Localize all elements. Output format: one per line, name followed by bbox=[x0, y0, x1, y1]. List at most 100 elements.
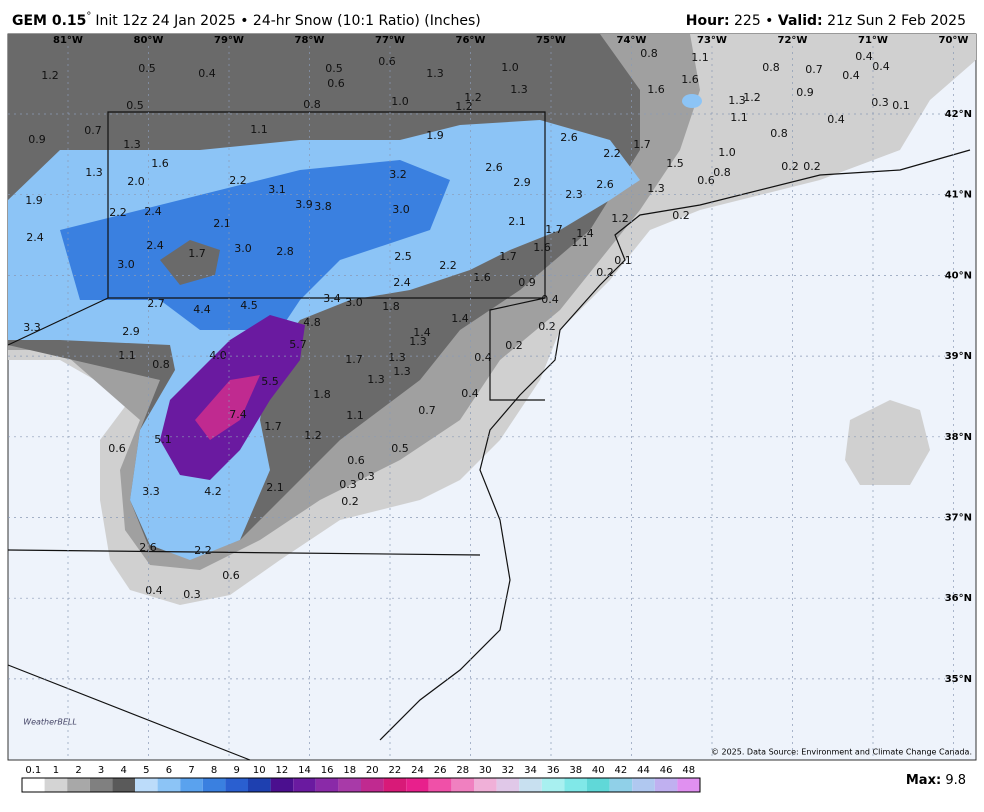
snow-amount: 3.9 bbox=[295, 198, 313, 211]
graticule: 81°W 80°W 79°W 78°W 77°W 76°W 75°W 74°W 73°W 72°W… bbox=[8, 35, 972, 760]
valid: 21z Sun 2 Feb 2025 bbox=[827, 13, 966, 29]
snow-amount: 5.5 bbox=[261, 375, 279, 388]
colorbar-swatch bbox=[541, 778, 565, 792]
snow-amount: 0.9 bbox=[796, 86, 814, 99]
longitude-label: 75°W bbox=[536, 35, 566, 46]
colorbar-swatch bbox=[157, 778, 181, 792]
colorbar-label: 46 bbox=[660, 765, 673, 776]
snow-amount: 1.2 bbox=[464, 91, 482, 104]
snow-amount: 1.6 bbox=[647, 83, 665, 96]
colorbar-swatch bbox=[293, 778, 316, 792]
snow-amount: 2.4 bbox=[393, 276, 411, 289]
longitude-label: 77°W bbox=[375, 35, 405, 46]
snow-amount: 2.1 bbox=[508, 215, 526, 228]
snow-amount: 2.8 bbox=[276, 245, 294, 258]
snow-amount: 1.3 bbox=[393, 365, 411, 378]
snow-amount: 2.2 bbox=[194, 544, 212, 557]
snow-amount: 0.8 bbox=[640, 47, 658, 60]
colorbar-swatch bbox=[180, 778, 203, 792]
latitude-label: 35°N bbox=[945, 674, 972, 685]
snow-amount: 1.6 bbox=[533, 241, 551, 254]
longitude-label: 71°W bbox=[858, 35, 888, 46]
colorbar-label: 32 bbox=[502, 765, 515, 776]
colorbar-label: 24 bbox=[411, 765, 424, 776]
colorbar-label: 34 bbox=[524, 765, 537, 776]
colorbar-swatch bbox=[451, 778, 474, 792]
colorbar-label: 0.1 bbox=[25, 765, 41, 776]
colorbar-swatch bbox=[474, 778, 497, 792]
snow-amount: 2.9 bbox=[513, 176, 531, 189]
snow-amount: 3.4 bbox=[323, 292, 341, 305]
snow-amount: 3.0 bbox=[392, 203, 410, 216]
snow-amount: 1.7 bbox=[345, 353, 363, 366]
latitude-label: 37°N bbox=[945, 513, 972, 524]
snow-amount: 0.3 bbox=[339, 478, 357, 491]
longitude-label: 78°W bbox=[295, 35, 325, 46]
snow-amount: 1.3 bbox=[728, 94, 746, 107]
map bbox=[7, 33, 977, 761]
latitude-label: 36°N bbox=[945, 593, 972, 604]
snow-amount: 3.0 bbox=[234, 242, 252, 255]
colorbar-label: 12 bbox=[276, 765, 289, 776]
hour-label: Hour: bbox=[686, 13, 730, 29]
snow-amount: 0.4 bbox=[855, 50, 873, 63]
snow-amount: 1.7 bbox=[499, 250, 517, 263]
snow-amount: 2.4 bbox=[144, 205, 162, 218]
snow-amount: 3.0 bbox=[117, 258, 135, 271]
snow-amount: 0.3 bbox=[183, 588, 201, 601]
coastline bbox=[379, 149, 971, 741]
snow-amount: 1.1 bbox=[691, 51, 709, 64]
colorbar-swatch bbox=[609, 778, 633, 792]
snow-amount: 1.3 bbox=[409, 335, 427, 348]
snow-amount: 4.4 bbox=[193, 303, 211, 316]
colorbar-label: 20 bbox=[366, 765, 379, 776]
snow-amount: 0.8 bbox=[303, 98, 321, 111]
colorbar-label: 48 bbox=[682, 765, 695, 776]
colorbar-label: 30 bbox=[479, 765, 492, 776]
colorbar-swatch bbox=[406, 778, 429, 792]
snow-amount: 0.9 bbox=[518, 276, 536, 289]
snow-amount: 2.9 bbox=[122, 325, 140, 338]
colorbar-label: 9 bbox=[234, 765, 240, 776]
latitude-label: 39°N bbox=[945, 351, 972, 362]
snow-amount: 3.0 bbox=[345, 296, 363, 309]
snow-amount: 0.6 bbox=[347, 454, 365, 467]
snow-amount: 4.2 bbox=[204, 485, 222, 498]
snow-amount: 1.6 bbox=[151, 157, 169, 170]
snow-amount: 1.3 bbox=[426, 67, 444, 80]
colorbar-swatch bbox=[89, 778, 113, 792]
snow-amount: 1.4 bbox=[413, 326, 431, 339]
snow-amount: 1.1 bbox=[730, 111, 748, 124]
snow-amount: 5.7 bbox=[289, 338, 307, 351]
longitude-label: 73°W bbox=[697, 35, 727, 46]
snow-amount: 0.7 bbox=[84, 124, 102, 137]
colorbar-label: 36 bbox=[547, 765, 560, 776]
colorbar-swatch bbox=[44, 778, 68, 792]
snow-amount: 1.7 bbox=[188, 247, 206, 260]
snow-amount: 2.2 bbox=[439, 259, 457, 272]
colorbar-swatch bbox=[519, 778, 542, 792]
colorbar-swatch bbox=[248, 778, 271, 792]
snow-amount: 0.4 bbox=[145, 584, 163, 597]
longitude-label: 72°W bbox=[778, 35, 808, 46]
snow-amount: 1.6 bbox=[681, 73, 699, 86]
colorbar-label: 6 bbox=[166, 765, 172, 776]
snow-amount: 1.8 bbox=[313, 388, 331, 401]
snow-amount: 0.6 bbox=[378, 55, 396, 68]
snow-amount: 1.9 bbox=[25, 194, 43, 207]
snow-amount: 1.7 bbox=[633, 138, 651, 151]
snow-amount: 4.0 bbox=[209, 349, 227, 362]
colorbar-swatch bbox=[112, 778, 135, 792]
snow-amount: 0.8 bbox=[152, 358, 170, 371]
snow-amount: 0.3 bbox=[871, 96, 889, 109]
colorbar-label: 40 bbox=[592, 765, 605, 776]
colorbar-label: 1 bbox=[53, 765, 59, 776]
colorbar-label: 26 bbox=[434, 765, 447, 776]
snow-amount: 1.1 bbox=[571, 236, 589, 249]
latitude-label: 38°N bbox=[945, 432, 972, 443]
snow-amount: 0.4 bbox=[461, 387, 479, 400]
colorbar-label: 3 bbox=[98, 765, 104, 776]
colorbar-swatch bbox=[383, 778, 407, 792]
snow-amount: 1.1 bbox=[118, 349, 136, 362]
colorbar-swatch bbox=[654, 778, 678, 792]
